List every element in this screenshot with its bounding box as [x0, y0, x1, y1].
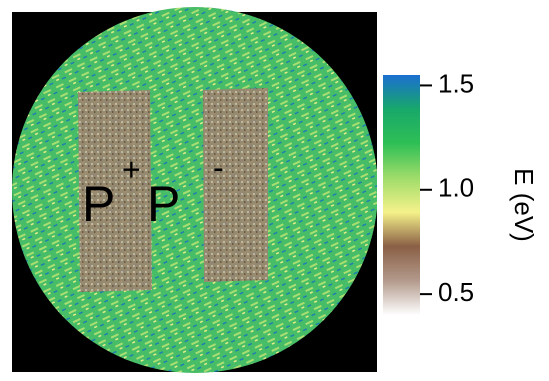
energy-map [12, 7, 377, 373]
colorbar [383, 75, 420, 315]
annotation: + [122, 151, 141, 187]
colorbar-tick-label: 0.5 [438, 277, 474, 307]
annotation: P [147, 176, 180, 232]
colorbar-tick-label: 1.5 [438, 68, 474, 98]
colorbar-tick-label: 1.0 [438, 173, 474, 203]
colorbar-label: E (eV) [509, 168, 539, 242]
annotation: P [82, 176, 115, 232]
annotation: - [213, 149, 224, 185]
